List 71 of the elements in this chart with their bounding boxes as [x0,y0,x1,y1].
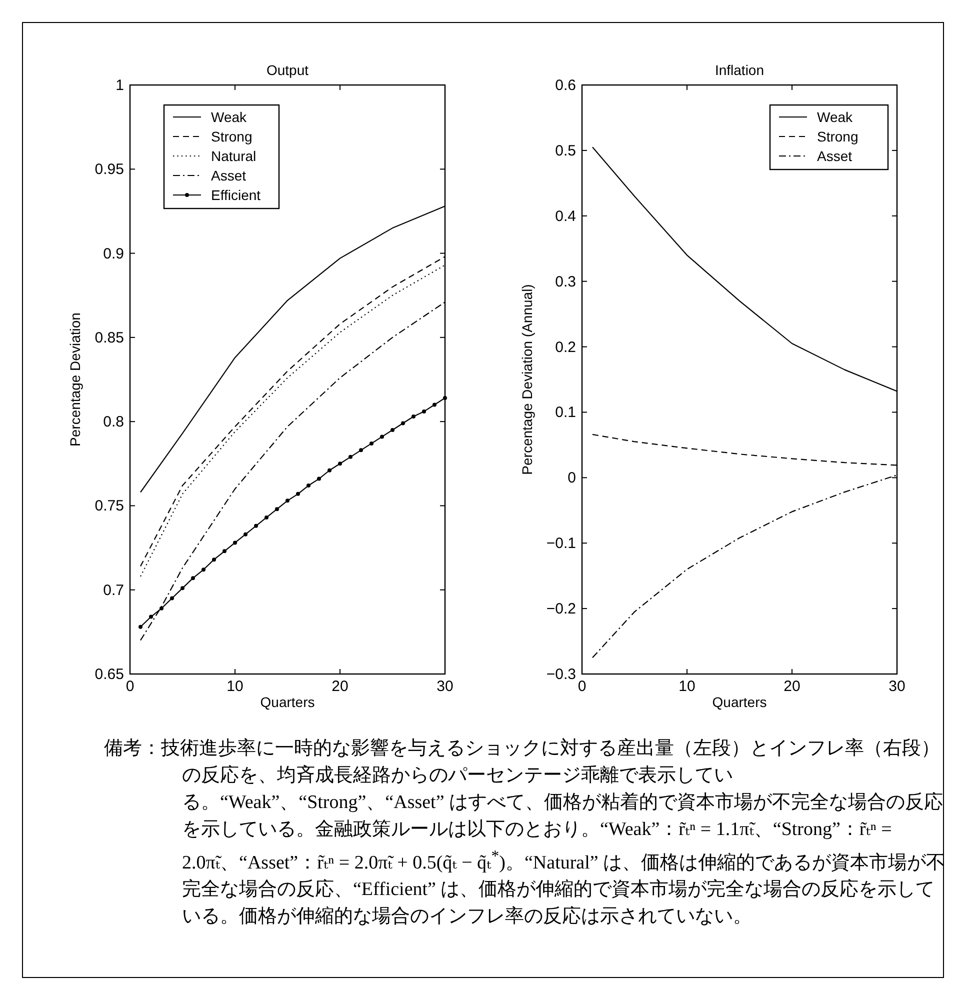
point [286,498,290,503]
x-axis-title: Quarters [712,694,767,710]
y-tick-label: 0.65 [94,666,124,683]
y-axis-title: Percentage Deviation [67,312,83,446]
x-tick-label: 0 [578,678,586,695]
point [306,484,310,488]
y-tick-label: 0.1 [555,404,576,422]
x-tick-label: 10 [226,678,244,695]
chart-title: Inflation [714,62,764,78]
point [149,614,153,619]
point [412,414,416,419]
legend-label: Strong [817,128,858,144]
y-tick-label: 0.85 [94,329,124,346]
x-tick-label: 0 [126,678,134,695]
x-tick-label: 30 [888,678,906,695]
point [296,492,300,496]
legend-label: Weak [211,109,248,125]
point [370,441,374,446]
point [170,596,174,600]
point [422,409,426,414]
y-tick-label: 0.4 [555,208,576,225]
point [202,568,206,572]
point [328,468,332,472]
y-tick-label: 0.7 [103,582,124,599]
legend-label: Weak [817,109,854,125]
x-axis-title: Quarters [260,694,315,710]
point [233,540,237,545]
point [317,476,321,481]
y-tick-label: 1 [116,77,124,94]
point [401,421,405,426]
point [432,402,436,407]
chart-title: Output [266,62,309,78]
point [338,462,342,466]
text: 備考：技術進歩率に一時的な影響を与えるショックに対する産出量（左段）とインフレ率（右段）の反応を、均斉成長経路からのパーセンテージ乖離で表示している。“Weak”、“Strong”、“Asset” はすべて、価格が粘着的で資本市場が不完全な場合の反応を示している。金融政策ルールは以下のとおり。“Weak”：r̃ₜⁿ = 1.1π̃ₜ、“Strong”：r̃ₜⁿ = 2.0π̃ₜ、“Asset”：r̃ₜⁿ = 2.0π̃ₜ + 0.5(q̃ₜ − q̃ₜ$^{*}$)。“Natural” は、価格は伸縮的であるが資本市場が不完全な場合の反応、“Efficient” は、価格が伸縮的で資本市場が完全な場合の反応を示している。価格が伸縮的な場合のインフレ率の反応は示されていない。 [104,738,946,928]
legend-label: Asset [211,168,246,184]
y-tick-label: 0.5 [555,142,576,160]
point [275,507,279,512]
x-tick-label: 20 [332,678,348,695]
point [380,434,384,439]
y-tick-label: 0.75 [94,498,124,515]
point [212,558,216,562]
y-tick-label: 0.9 [103,245,124,262]
y-tick-label: 0 [568,470,576,487]
point [254,524,258,528]
point [191,576,195,580]
y-tick-label: −0.1 [546,535,576,552]
point [244,532,248,536]
y-axis-title: Percentage Deviation (Annual) [519,284,535,475]
legend-label: Strong [211,128,252,144]
y-tick-label: 0.8 [103,414,124,431]
point [348,454,352,459]
y-tick-label: −0.3 [546,666,576,683]
point [160,606,164,610]
y-tick-label: 0.2 [555,338,576,356]
point [138,624,142,629]
y-tick-label: −0.2 [546,600,576,618]
point [264,515,268,520]
legend-label: Natural [211,148,256,164]
y-tick-label: 0.3 [555,273,576,290]
y-tick-label: 0.6 [555,77,576,94]
y-tick-label: 0.95 [94,161,124,178]
point [222,549,226,554]
x-tick-label: 20 [784,678,800,695]
x-tick-label: 10 [678,678,696,695]
point [359,448,363,452]
legend-label: Efficient [211,187,261,203]
legend-label: Asset [817,148,852,164]
point [390,428,394,432]
point [443,396,447,400]
point [180,586,184,590]
x-tick-label: 30 [436,678,454,695]
